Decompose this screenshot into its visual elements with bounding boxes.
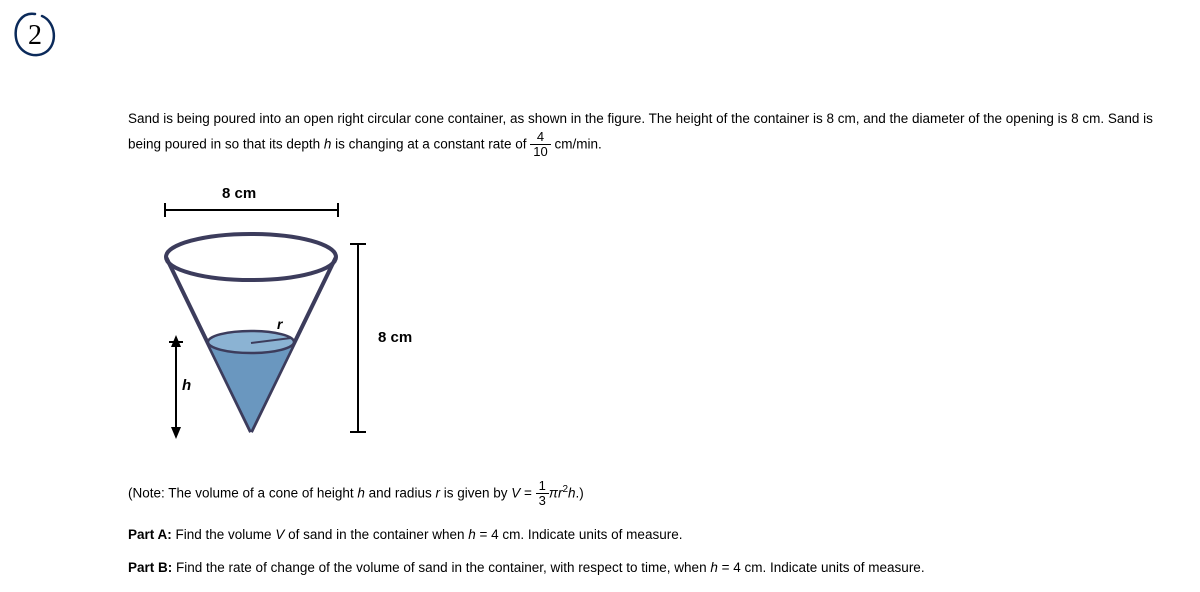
note-prefix: (Note: The volume of a cone of height [128,486,357,501]
note-pi: π [549,486,558,501]
part-a-text2: of sand in the container when [284,527,468,542]
part-a-text3: = 4 cm. Indicate units of measure. [476,527,683,542]
part-a: Part A: Find the volume V of sand in the… [128,527,1188,542]
note-given: is given by [440,486,511,501]
part-b-label: Part B: [128,560,172,575]
rate-fraction: 410 [530,130,550,160]
problem-content: Sand is being poured into an open right … [128,108,1188,575]
h-label: h [182,377,191,394]
rate-denominator: 10 [530,145,550,159]
part-a-h: h [468,527,476,542]
part-a-text: Find the volume [172,527,276,542]
note-v: V [511,486,520,501]
question-number-circle: 2 [10,8,60,67]
cone-figure: r 8 cm 8 cm h [128,187,1188,457]
vol-num: 1 [536,479,549,494]
part-b-text2: = 4 cm. Indicate units of measure. [718,560,925,575]
problem-text-3: cm/min. [551,136,602,151]
volume-fraction: 13 [536,479,549,509]
top-dimension-label: 8 cm [222,185,256,202]
part-a-v: V [275,527,284,542]
note-mid: and radius [365,486,436,501]
note-h2: h [568,486,576,501]
problem-text-1: Sand is being poured into an open right … [128,111,1153,151]
part-b: Part B: Find the rate of change of the v… [128,560,1188,575]
note-eq: = [520,486,535,501]
rate-numerator: 4 [530,130,550,145]
problem-statement: Sand is being poured into an open right … [128,108,1188,159]
volume-note: (Note: The volume of a cone of height h … [128,479,1188,509]
part-a-label: Part A: [128,527,172,542]
part-b-h: h [710,560,718,575]
r-label: r [277,316,284,332]
vol-den: 3 [536,494,549,508]
note-h: h [357,486,365,501]
note-end: .) [576,486,584,501]
side-dimension-label: 8 cm [378,329,412,346]
part-b-text: Find the rate of change of the volume of… [172,560,710,575]
problem-text-2: is changing at a constant rate of [331,136,530,151]
question-number: 2 [28,20,42,51]
